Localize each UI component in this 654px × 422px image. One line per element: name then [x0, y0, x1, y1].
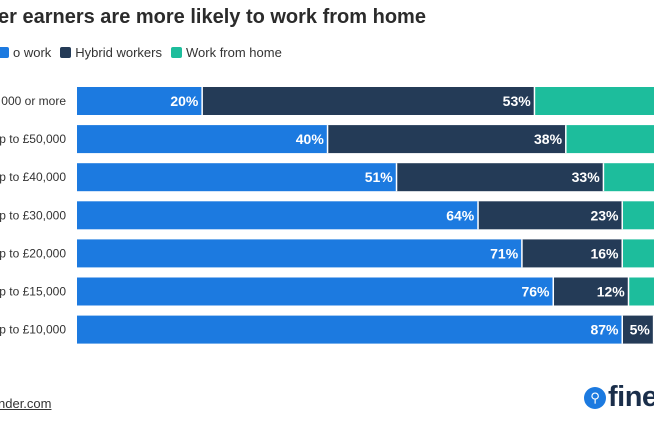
bar-segment [622, 201, 654, 230]
bar-segment [603, 163, 654, 192]
search-icon: ⚲ [584, 386, 606, 409]
data-label: 16% [590, 245, 619, 261]
bar-separator [652, 315, 654, 344]
source-link[interactable]: nder.com [0, 396, 52, 411]
data-label: 51% [365, 169, 394, 185]
category-label: p to £40,000 [0, 170, 66, 184]
data-label: 64% [446, 207, 475, 223]
legend-label: Hybrid workers [75, 45, 162, 60]
bar-segment [77, 163, 397, 192]
bar-segment [553, 277, 629, 306]
bar-separator [627, 277, 630, 306]
bar-segment [478, 201, 623, 230]
data-label: 5% [630, 322, 651, 338]
chart-title: er earners are more likely to work from … [0, 6, 426, 28]
category-label: 000 or more [1, 94, 66, 108]
category-label: p to £15,000 [0, 285, 66, 299]
data-label: 23% [590, 207, 619, 223]
data-label: 76% [521, 284, 550, 300]
bar-segment [77, 315, 623, 344]
stacked-bar-chart: 000 or more 20% 53% p to £50,000 40% 38% p to … [0, 87, 654, 344]
bar-segment [77, 277, 554, 306]
bar-separator [621, 239, 623, 268]
data-label: 40% [296, 131, 325, 147]
data-label: 53% [503, 93, 532, 109]
category-label: p to £10,000 [0, 323, 66, 337]
brand-text: fine [608, 381, 654, 413]
legend-label: o work [13, 45, 52, 60]
bar-separator [326, 125, 329, 154]
legend-item-work-from-office: o work [0, 45, 51, 60]
bar-segment [77, 87, 203, 115]
legend: o work Hybrid workers Work from home [0, 45, 291, 60]
legend-swatch [170, 47, 182, 58]
legend-label: Work from home [185, 45, 282, 60]
data-label: 38% [534, 131, 563, 147]
bar-segment [77, 201, 479, 230]
data-label: 33% [572, 169, 601, 185]
bar-separator [621, 201, 623, 230]
bar-segment [77, 239, 523, 268]
bar-segment [534, 87, 654, 115]
bar-separator [521, 239, 523, 268]
bar-segment [628, 277, 654, 306]
bar-separator [552, 277, 555, 306]
category-label: p to £30,000 [0, 208, 66, 222]
legend-item-hybrid-workers: Hybrid workers [60, 45, 162, 60]
data-label: 20% [170, 93, 199, 109]
category-label: p to £50,000 [0, 132, 66, 146]
category-label: p to £20,000 [0, 246, 66, 260]
bar-segment [622, 315, 654, 344]
bar-separator [201, 87, 203, 115]
legend-item-work-from-home: Work from home [170, 45, 282, 60]
bar-segment [77, 125, 328, 154]
bar-segment [202, 87, 535, 115]
legend-swatch [0, 47, 9, 58]
bar-segment [327, 125, 567, 154]
bar-segment [522, 239, 623, 268]
bar-separator [621, 315, 623, 344]
legend-swatch [60, 47, 72, 58]
bar-segment [566, 125, 654, 154]
bar-separator [602, 163, 605, 192]
bar-separator [565, 125, 567, 154]
bar-separator [533, 87, 536, 115]
bar-segment [622, 239, 654, 268]
data-label: 12% [597, 284, 626, 300]
bar-segment [396, 163, 604, 192]
bar-separator [477, 201, 479, 230]
bar-separator [395, 163, 398, 192]
data-label: 87% [590, 322, 619, 338]
data-label: 71% [490, 245, 519, 261]
brand-logo[interactable]: ⚲ fine [584, 381, 654, 414]
